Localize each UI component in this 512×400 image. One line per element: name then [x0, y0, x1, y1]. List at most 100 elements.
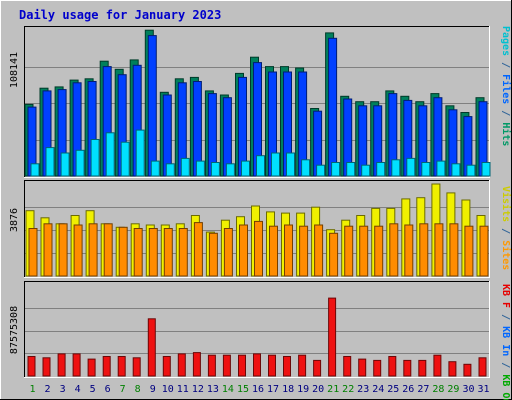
legend-entry: /: [500, 308, 511, 326]
bar-top-pages-day-25: [391, 159, 401, 177]
bar-middle-sites-day-22: [344, 225, 354, 277]
bar-bottom-kb-f-day-11: [177, 353, 186, 377]
bar-top-pages-day-6: [105, 132, 115, 177]
bar-bottom-kb-f-day-9: [147, 318, 156, 377]
x-tick-label-day-31: 31: [477, 384, 489, 395]
x-tick-label-day-1: 1: [29, 384, 35, 395]
x-tick-label-day-5: 5: [90, 384, 96, 395]
legend-entry: Sites: [500, 240, 512, 270]
bar-bottom-kb-f-day-19: [298, 354, 307, 377]
bar-bottom-kb-f-day-22: [343, 356, 352, 377]
bar-top-pages-day-10: [165, 163, 175, 177]
bar-middle-sites-day-24: [374, 225, 384, 277]
legend-entry: /: [500, 222, 511, 240]
bar-top-pages-day-17: [271, 152, 280, 177]
bar-top-pages-day-13: [210, 162, 220, 177]
bar-middle-sites-day-4: [73, 224, 83, 277]
bar-top-pages-day-20: [316, 164, 326, 177]
panel-max-label: 87575308: [9, 306, 20, 354]
bar-bottom-kb-f-day-24: [373, 359, 382, 377]
bar-top-pages-day-15: [241, 160, 250, 177]
bar-middle-sites-day-9: [148, 228, 158, 277]
bar-middle-sites-day-7: [118, 226, 128, 277]
bar-top-pages-day-14: [225, 163, 235, 177]
bar-middle-sites-day-17: [269, 225, 278, 277]
x-tick-label-day-2: 2: [44, 384, 50, 395]
x-tick-label-day-6: 6: [105, 384, 111, 395]
legend-entry: KB In: [500, 326, 511, 356]
x-tick-label-day-4: 4: [75, 384, 81, 395]
bar-bottom-kb-f-day-18: [283, 356, 291, 377]
bar-middle-sites-day-2: [43, 223, 53, 277]
bar-middle-sites-day-6: [103, 223, 113, 277]
legend-entry: /: [500, 104, 511, 122]
x-tick-label-day-7: 7: [120, 384, 126, 395]
x-tick-label-day-29: 29: [447, 384, 459, 395]
x-tick-label-day-22: 22: [342, 384, 354, 395]
legend-entry: Pages: [500, 26, 511, 56]
legend-entry: KB F: [500, 284, 511, 308]
x-tick-label-day-17: 17: [267, 384, 279, 395]
bar-bottom-kb-f-day-31: [478, 357, 487, 377]
bar-top-pages-day-8: [135, 129, 145, 177]
bar-middle-sites-day-1: [28, 228, 38, 277]
x-tick-label-day-14: 14: [222, 384, 234, 395]
bar-middle-sites-day-23: [359, 225, 369, 277]
bar-bottom-kb-f-day-27: [418, 359, 427, 377]
bar-bottom-kb-f-day-5: [87, 358, 96, 377]
bar-middle-sites-day-30: [464, 225, 474, 277]
bar-bottom-kb-f-day-12: [192, 352, 201, 377]
bar-middle-sites-day-5: [88, 223, 98, 277]
panel-bottom: 87575308 KB F / KB In / KB Out: [9, 281, 511, 400]
bar-bottom-kb-f-day-26: [403, 359, 412, 377]
bar-top-pages-day-31: [481, 162, 491, 177]
series-sites: [28, 220, 489, 277]
bar-bottom-kb-f-day-6: [102, 356, 111, 377]
bar-top-pages-day-24: [376, 162, 386, 177]
bar-middle-sites-day-3: [58, 223, 68, 277]
bar-bottom-kb-f-day-16: [253, 353, 261, 377]
bar-bottom-kb-f-day-29: [448, 361, 457, 377]
series-kb-f: [27, 297, 487, 377]
bar-top-pages-day-26: [406, 157, 416, 177]
x-tick-label-day-15: 15: [237, 384, 249, 395]
x-tick-label-day-26: 26: [402, 384, 414, 395]
bar-middle-sites-day-15: [239, 224, 248, 277]
bar-top-pages-day-9: [150, 160, 160, 177]
bar-bottom-kb-f-day-3: [57, 353, 66, 377]
bar-middle-sites-day-21: [329, 232, 339, 277]
bar-bottom-kb-f-day-7: [117, 356, 126, 377]
x-tick-label-day-8: 8: [135, 384, 141, 395]
series-pages: [30, 129, 491, 177]
x-tick-label-day-16: 16: [252, 384, 264, 395]
x-axis-tick-labels: 1 2 3 4 5 6 7 8 9 10 11 12 13 14 15 16 17 18 19 20 21 22 23 24 2…: [29, 384, 489, 395]
bar-middle-sites-day-19: [299, 225, 309, 277]
bar-top-pages-day-5: [90, 139, 100, 177]
x-tick-label-day-11: 11: [177, 384, 189, 395]
x-tick-label-day-13: 13: [207, 384, 219, 395]
panel-max-label: 3876: [9, 208, 20, 232]
bar-middle-sites-day-13: [208, 232, 218, 277]
bar-middle-sites-day-11: [178, 228, 188, 277]
bar-bottom-kb-f-day-30: [463, 363, 472, 377]
bar-bottom-kb-f-day-25: [388, 356, 397, 377]
bar-bottom-kb-f-day-28: [433, 354, 442, 377]
panel-top: 108141 Pages / Files / Hits: [9, 26, 512, 178]
legend-entry: Hits: [500, 122, 512, 146]
bar-top-pages-day-19: [301, 159, 311, 177]
bar-top-pages-day-12: [195, 160, 205, 177]
panel-legend: Pages / Files / Hits: [500, 26, 512, 146]
bar-bottom-kb-f-day-13: [207, 354, 216, 377]
bar-top-pages-day-22: [346, 162, 356, 177]
bar-top-files-day-21: [328, 37, 338, 177]
bar-top-pages-day-2: [45, 147, 55, 177]
legend-entry: KB Out: [500, 374, 511, 400]
bar-top-pages-day-1: [30, 163, 40, 177]
bar-top-pages-day-30: [466, 164, 476, 177]
panel-legend: Visits / Sites: [500, 186, 512, 270]
bar-top-pages-day-21: [331, 162, 341, 177]
x-tick-label-day-25: 25: [387, 384, 399, 395]
